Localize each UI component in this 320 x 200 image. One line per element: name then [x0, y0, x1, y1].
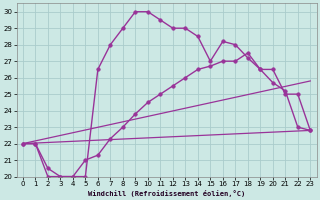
X-axis label: Windchill (Refroidissement éolien,°C): Windchill (Refroidissement éolien,°C) — [88, 190, 245, 197]
